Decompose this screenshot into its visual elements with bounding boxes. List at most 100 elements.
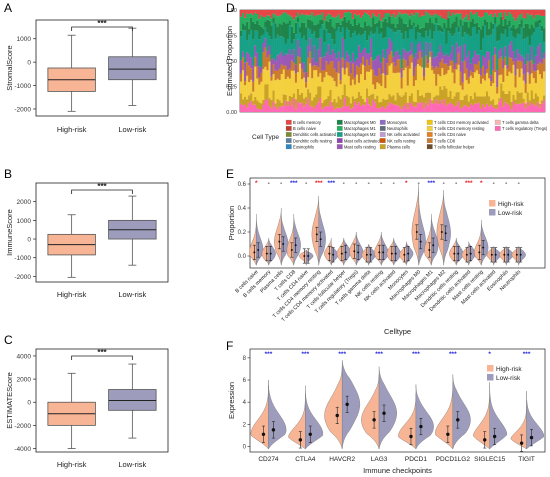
- stacked-bar-segment: [290, 10, 294, 17]
- stacked-bar-segment: [441, 58, 444, 69]
- stacked-bar-segment: [244, 62, 247, 82]
- stacked-bar-segment: [359, 10, 363, 18]
- stacked-bar-segment: [423, 97, 426, 109]
- stacked-bar-segment: [264, 38, 267, 48]
- mean-dot: [465, 253, 468, 256]
- legend-label: T cells gamma delta: [502, 120, 539, 125]
- y-tick-label: 4000: [17, 353, 32, 360]
- significance-label: -: [418, 180, 420, 187]
- stacked-bar-segment: [461, 82, 464, 90]
- y-tick-label: -2000: [14, 423, 31, 430]
- stacked-bar-segment: [386, 105, 389, 112]
- stacked-bar-segment: [355, 97, 359, 105]
- stacked-bar-segment: [528, 10, 532, 16]
- stacked-bar-segment: [343, 12, 346, 17]
- stacked-bar-segment: [494, 72, 497, 105]
- stacked-bar-segment: [296, 22, 300, 40]
- stacked-bar-segment: [402, 106, 405, 112]
- stacked-bar-segment: [319, 28, 322, 38]
- stacked-bar-segment: [498, 58, 501, 76]
- stacked-bar-segment: [366, 13, 369, 26]
- legend-swatch: [426, 119, 433, 125]
- stacked-bar-segment: [341, 57, 344, 68]
- stacked-bar-segment: [457, 64, 460, 92]
- stacked-bar-segment: [298, 15, 302, 28]
- stacked-bar-segment: [388, 54, 391, 66]
- stacked-bar-segment: [534, 21, 538, 28]
- stacked-bar-segment: [400, 33, 403, 69]
- stacked-bar-segment: [449, 10, 452, 17]
- stacked-bar-segment: [252, 91, 255, 101]
- legend-label: T cells follicular helper: [434, 144, 475, 149]
- stacked-bar-segment: [248, 54, 251, 66]
- violin-half-low-risk: [318, 201, 326, 266]
- stacked-bar-segment: [398, 95, 401, 107]
- stacked-bar-segment: [254, 56, 257, 67]
- stacked-bar-segment: [408, 19, 412, 30]
- stacked-bar-segment: [254, 66, 257, 97]
- stacked-bar-segment: [457, 32, 460, 48]
- stacked-bar-segment: [303, 77, 306, 99]
- stacked-bar-segment: [309, 92, 312, 107]
- stacked-bar-segment: [376, 22, 379, 27]
- stacked-bar-segment: [469, 70, 473, 76]
- violin-half-high-risk: [435, 381, 454, 450]
- stacked-bar-segment: [272, 64, 275, 74]
- stacked-bar-segment: [406, 66, 410, 86]
- stacked-bar-segment: [506, 93, 509, 104]
- stacked-bar-segment: [364, 10, 367, 13]
- stacked-bar-segment: [303, 14, 306, 23]
- stacked-bar-segment: [315, 70, 318, 95]
- stacked-bar-segment: [355, 10, 359, 16]
- stacked-bar-segment: [296, 12, 300, 18]
- stacked-bar-segment: [384, 58, 387, 76]
- stacked-bar-segment: [439, 86, 442, 101]
- stacked-bar-segment: [425, 92, 428, 103]
- stacked-bar-segment: [494, 47, 497, 55]
- significance-label: -: [493, 180, 495, 187]
- stacked-bar-segment: [431, 103, 434, 112]
- stacked-bar-segment: [341, 27, 344, 38]
- stacked-bar-segment: [309, 29, 312, 39]
- stacked-bar-segment: [349, 37, 353, 62]
- stacked-bar-segment: [441, 18, 444, 29]
- stacked-bar-segment: [441, 10, 444, 19]
- stacked-bar-segment: [252, 65, 255, 82]
- stacked-bar-segment: [311, 10, 314, 13]
- stacked-bar-segment: [345, 27, 349, 52]
- stacked-bar-segment: [498, 75, 501, 99]
- legend-swatch: [489, 200, 496, 207]
- stacked-bar-segment: [298, 32, 302, 48]
- stacked-bar-segment: [443, 85, 446, 100]
- stacked-bar-segment: [345, 10, 349, 13]
- stacked-bar-segment: [540, 78, 544, 101]
- stacked-bar-segment: [463, 43, 466, 61]
- stacked-bar-segment: [449, 102, 452, 112]
- stacked-bar-segment: [433, 103, 436, 112]
- stacked-bar-segment: [331, 26, 334, 40]
- legend-label: High-risk: [498, 201, 524, 208]
- stacked-bar-segment: [382, 10, 385, 18]
- stacked-bar-segment: [469, 11, 473, 22]
- stacked-bar-segment: [364, 21, 367, 32]
- stacked-bar-segment: [378, 68, 381, 84]
- stacked-bar-segment: [339, 80, 342, 85]
- stacked-bar-segment: [437, 74, 440, 96]
- stacked-bar-segment: [276, 78, 279, 99]
- stacked-bar-segment: [494, 23, 497, 48]
- stacked-bar-segment: [254, 96, 257, 105]
- stacked-bar-segment: [270, 59, 273, 77]
- mean-dot: [345, 402, 349, 407]
- stacked-bar-segment: [465, 14, 468, 22]
- stacked-bar-segment: [321, 57, 324, 71]
- legend-swatch: [379, 132, 386, 137]
- mean-dot: [357, 251, 360, 254]
- significance-label: ***: [465, 180, 473, 187]
- x-tick-label: HAVCR2: [329, 456, 355, 463]
- stacked-bar-segment: [441, 32, 444, 53]
- stacked-bar-segment: [274, 70, 277, 81]
- stacked-bar-segment: [323, 29, 326, 43]
- stacked-bar-segment: [394, 10, 397, 18]
- stacked-bar-segment: [386, 63, 389, 75]
- stacked-bar-segment: [484, 57, 487, 75]
